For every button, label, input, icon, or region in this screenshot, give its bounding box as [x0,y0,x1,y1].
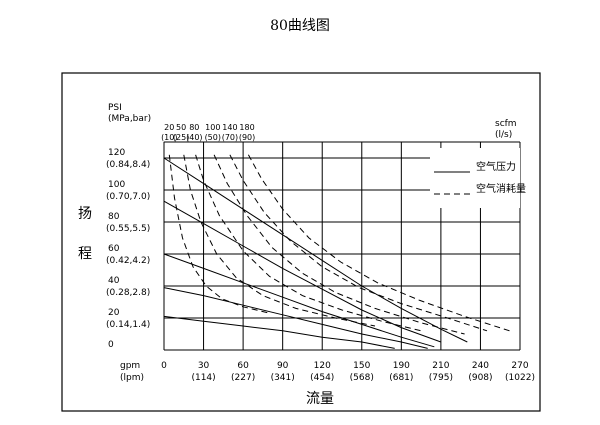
y-tick-mpa-label: (0.14,1.4) [106,320,150,330]
x-tick-label: 90 [277,361,289,371]
y-unit-label: PSI [108,103,122,113]
y-tick-label: 60 [108,244,120,254]
air-tick-label: 50 [176,123,186,132]
x-tick-lpm-label: (795) [429,373,453,383]
air-tick-label: 100 [205,123,220,132]
x-unit-lpm: (lpm) [120,373,144,383]
air-tick-ls-label: (90) [239,133,255,142]
air-tick-ls-label: (25) [173,133,189,142]
air-tick-ls-label: (50) [205,133,221,142]
x-tick-label: 210 [432,361,449,371]
y-tick-mpa-label: (0.70,7.0) [106,192,150,202]
air-tick-label: 140 [222,123,237,132]
y-tick-mpa-label: (0.84,8.4) [106,160,150,170]
legend-label: 空气消耗量 [476,182,526,195]
x-tick-lpm-label: (341) [271,373,295,383]
y-tick-mpa-label: (0.42,4.2) [106,256,150,266]
air-unit-label-2: (l/s) [495,130,512,140]
x-tick-lpm-label: (681) [389,373,413,383]
y-tick-mpa-label: (0.55,5.5) [106,224,150,234]
y-tick-label: 20 [108,308,120,318]
air-consumption-curve [183,154,376,327]
y-tick-mpa-label: (0.28,2.8) [106,288,150,298]
y-tick-label: 100 [108,180,125,190]
frame-border [61,72,541,412]
series-group [163,154,510,349]
y-tick-label: 120 [108,148,125,158]
air-pressure-curve [163,157,468,343]
x-tick-label: 190 [393,361,410,371]
x-tick-lpm-label: (1022) [505,373,535,383]
air-consumption-curve [229,154,488,332]
ylabel-char-2: 程 [78,246,92,262]
legend-label: 空气压力 [476,160,516,173]
y-unit-label-2: (MPa,bar) [108,114,151,124]
air-tick-ls-label: (40) [186,133,202,142]
chart-title: 80曲线图 [270,18,330,34]
air-pressure-curve [163,253,435,348]
x-tick-label: 0 [161,361,167,371]
x-tick-label: 240 [472,361,489,371]
y-tick-label: 40 [108,276,120,286]
x-tick-label: 150 [353,361,370,371]
x-tick-lpm-label: (227) [231,373,255,383]
air-unit-label: scfm [495,119,517,129]
ylabel-char-1: 扬 [78,206,92,222]
air-pressure-curve [163,287,428,349]
x-tick-lpm-label: (908) [468,373,492,383]
x-tick-label: 30 [198,361,210,371]
x-tick-label: 270 [511,361,528,371]
air-consumption-curve [195,154,422,332]
legend-box [430,148,520,208]
air-consumption-curve [213,154,465,335]
xlabel: 流量 [306,391,334,407]
air-pressure-curve [163,200,442,343]
x-tick-lpm-label: (568) [350,373,374,383]
x-tick-lpm-label: (114) [191,373,215,383]
x-tick-lpm-label: (454) [310,373,334,383]
air-tick-label: 180 [239,123,254,132]
air-consumption-curve [247,154,510,332]
air-pressure-curve [163,315,395,349]
air-tick-ls-label: (10) [161,133,177,142]
x-tick-label: 60 [237,361,249,371]
y-tick-label: 80 [108,212,120,222]
air-consumption-curve [168,154,270,314]
x-unit-gpm: gpm [120,361,140,371]
tick-labels: 020(0.14,1.4)40(0.28,2.8)60(0.42,4.2)80(… [106,123,535,383]
air-tick-label: 80 [189,123,199,132]
x-tick-label: 120 [314,361,331,371]
air-tick-ls-label: (70) [222,133,238,142]
y-tick-label: 0 [108,340,114,350]
air-tick-label: 20 [164,123,174,132]
